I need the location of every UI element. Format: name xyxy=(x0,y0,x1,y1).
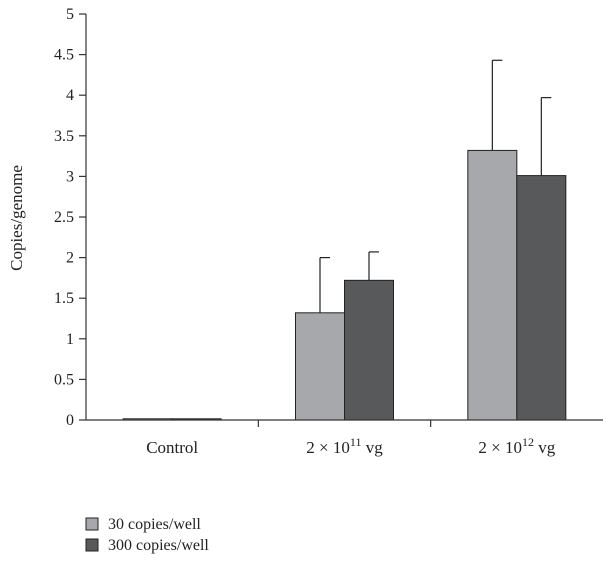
x-category-label: 2 × 1011 vg xyxy=(306,435,383,457)
x-category-labels: Control 2 × 1011 vg 2 × 1012 vg xyxy=(146,435,556,457)
x-category-label-base: 2 × 10 xyxy=(478,438,522,457)
x-category-label-exponent: 11 xyxy=(350,435,362,449)
y-ticks-layer: 0 0.5 1 1.5 2 2.5 3 3.5 4 4.5 5 xyxy=(54,6,86,429)
x-category-label: Control xyxy=(146,438,198,457)
x-category-label-suffix: vg xyxy=(534,438,556,457)
y-axis-label: Copies/genome xyxy=(7,165,26,271)
y-tick-label: 5 xyxy=(66,6,74,23)
legend: 30 copies/well 300 copies/well xyxy=(85,516,209,554)
y-tick-label: 0 xyxy=(66,412,74,429)
y-tick-label: 3 xyxy=(66,168,74,185)
bars-layer xyxy=(122,149,567,421)
legend-swatch xyxy=(85,517,99,531)
y-tick-label: 4 xyxy=(66,87,74,104)
legend-label: 300 copies/well xyxy=(108,537,209,554)
y-tick-label: 4.5 xyxy=(54,47,74,64)
y-tick-label: 3.5 xyxy=(54,128,74,145)
bar-30-copies-1 xyxy=(295,312,345,421)
x-category-label-exponent: 12 xyxy=(522,435,534,449)
bar-300-copies-2 xyxy=(516,175,567,421)
legend-label: 30 copies/well xyxy=(108,516,201,533)
x-category-label-base: 2 × 10 xyxy=(306,438,350,457)
x-category-label-base: Control xyxy=(146,438,198,457)
bar-300-copies-1 xyxy=(344,279,394,421)
y-tick-label: 1.5 xyxy=(54,290,74,307)
y-axis-label-group: Copies/genome xyxy=(7,165,26,271)
legend-swatch xyxy=(85,538,99,552)
y-tick-label: 0.5 xyxy=(54,371,74,388)
error-bars-layer xyxy=(319,59,552,313)
x-category-label: 2 × 1012 vg xyxy=(478,435,555,457)
x-category-label-suffix: vg xyxy=(361,438,383,457)
bar-30-copies-2 xyxy=(467,149,518,421)
y-tick-label: 1 xyxy=(66,331,74,348)
y-tick-label: 2.5 xyxy=(54,209,74,226)
y-tick-label: 2 xyxy=(66,250,74,267)
